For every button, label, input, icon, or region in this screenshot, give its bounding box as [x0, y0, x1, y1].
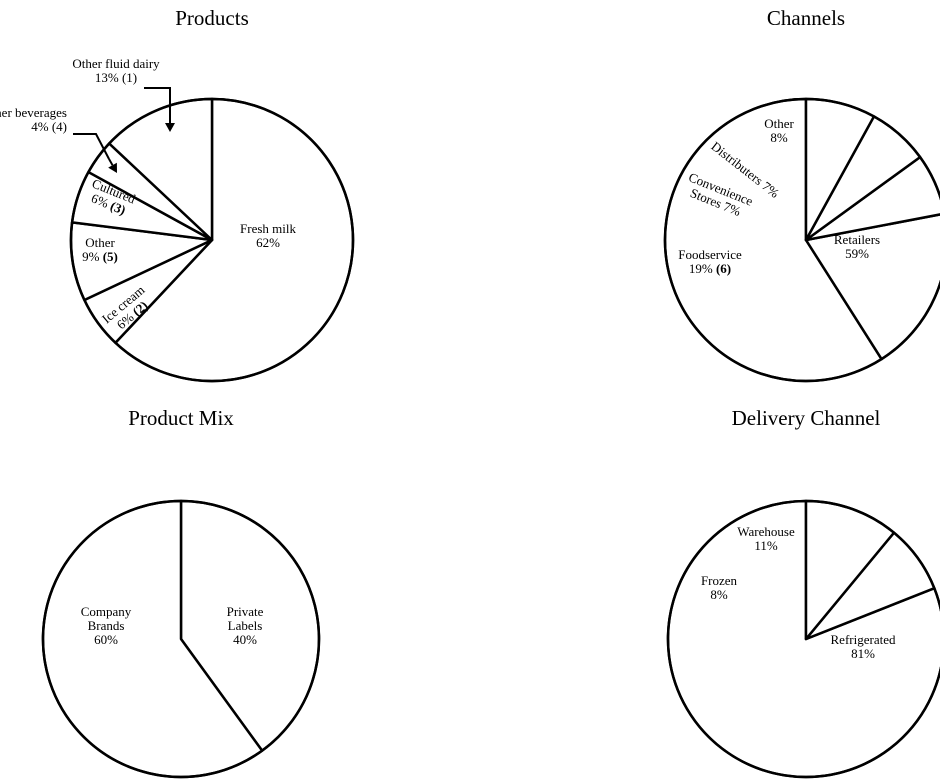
- slice-name-label: Brands: [88, 618, 125, 633]
- pie-outline: [69, 97, 355, 383]
- slice-name-label: Foodservice: [678, 247, 742, 262]
- slice-value-label: 81%: [851, 646, 875, 661]
- slice-value-label: 40%: [233, 632, 257, 647]
- slice-note: (5): [103, 249, 118, 264]
- slice-name-label: Retailers: [834, 232, 880, 247]
- slice-value-label: 9% (5): [82, 249, 118, 264]
- slice-value-label: 59%: [845, 246, 869, 261]
- slice-name-label: Fresh milk: [240, 221, 296, 236]
- slice-name-label: Other: [85, 235, 115, 250]
- slice-value-label: 8%: [710, 587, 728, 602]
- slice-name-label: Labels: [228, 618, 263, 633]
- slice-name-label: Frozen: [701, 573, 738, 588]
- callout-arrow-stem: [108, 158, 114, 166]
- pie-outline: [41, 499, 321, 779]
- arrow-head-icon: [108, 162, 117, 173]
- slice-value-label: 19% (6): [689, 261, 731, 276]
- slice-value-label: 8%: [770, 130, 788, 145]
- slice-value-label: 62%: [256, 235, 280, 250]
- slice-value-label: 4% (4): [31, 119, 67, 134]
- slice-name-label: Other fluid dairy: [72, 56, 160, 71]
- slice-note: (3): [108, 198, 128, 218]
- callout-arrow-line: [73, 133, 110, 160]
- callout-arrow-line: [144, 87, 171, 116]
- chart-title: Product Mix: [128, 406, 234, 430]
- slice-name-label: Company: [81, 604, 132, 619]
- slice-value-label: 60%: [94, 632, 118, 647]
- pie-outline: [663, 97, 940, 383]
- slice-name-label: Warehouse: [737, 524, 795, 539]
- slice-name-label: Other: [764, 116, 794, 131]
- pie-outline: [666, 499, 940, 779]
- slice-note: (6): [716, 261, 731, 276]
- slice-value-label: 11%: [754, 538, 778, 553]
- chart-title: Products: [175, 6, 249, 30]
- slice-name-label: Private: [227, 604, 264, 619]
- chart-title: Delivery Channel: [732, 406, 881, 430]
- slice-value-label: 13% (1): [95, 70, 137, 85]
- arrow-head-icon: [165, 123, 175, 132]
- chart-title: Channels: [767, 6, 845, 30]
- slice-name-label: Other beverages: [0, 105, 67, 120]
- slice-note: (2): [129, 298, 150, 319]
- slice-name-label: Refrigerated: [831, 632, 896, 647]
